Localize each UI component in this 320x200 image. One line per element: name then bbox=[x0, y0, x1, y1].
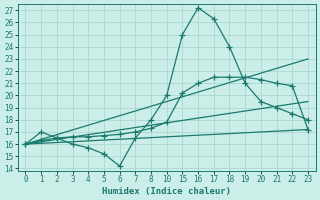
X-axis label: Humidex (Indice chaleur): Humidex (Indice chaleur) bbox=[102, 187, 231, 196]
